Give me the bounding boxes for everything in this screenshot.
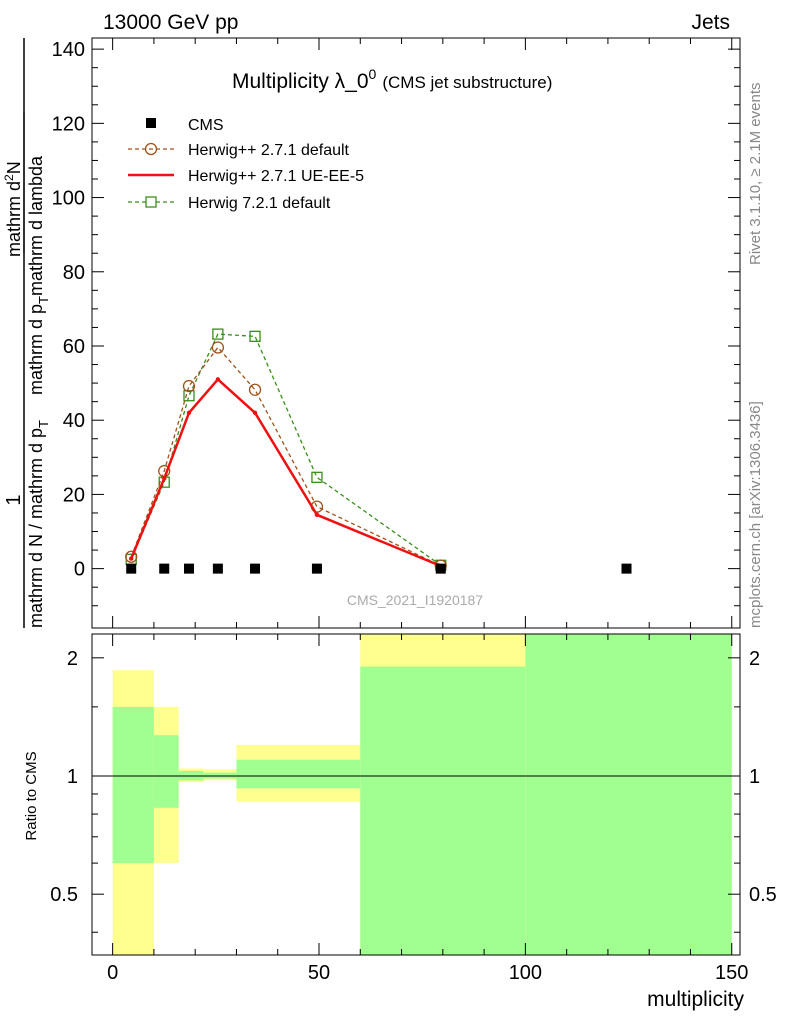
data-point-herwig-pp-ueee5 [215,377,221,382]
ratio-band-stat [112,706,154,864]
y-label-inner-denominator: mathrm d pTmathrm d lambda [26,155,51,395]
main-x-ticks [112,38,733,628]
y-tick-label: 0 [74,559,85,581]
ratio-bands [112,634,732,955]
ratio-y-tick-label-right: 0.5 [749,884,777,906]
y-label-den-text: mathrm d N / mathrm d p [26,428,46,628]
ratio-y-tick-label-right: 2 [749,648,760,670]
ratio-y-tick-label: 2 [67,648,78,670]
ratio-y-tick-label: 0.5 [50,884,78,906]
data-point-cms [311,563,322,574]
data-point-herwig-pp-ueee5 [162,476,167,481]
y-label-inner-num-sup: 2 [2,174,16,181]
main-panel: 0 20 40 60 80 100 120 140 CMS_2021_I1920187 Mul… [52,37,741,629]
ratio-y-tick-label-right: 1 [749,766,760,788]
ratio-axis-label: Ratio to CMS [23,751,40,840]
legend-marker-herwig72 [145,196,157,208]
data-point-herwig-pp-ueee5 [314,512,320,518]
y-label-inner-den-b: mathrm d lambda [26,155,46,296]
ratio-x-ticks: 0 50 100 150 [107,634,748,984]
header-energy-label: 13000 GeV pp [103,11,238,34]
series-line-herwig72 [130,333,442,566]
x-tick-label: 100 [509,962,542,984]
y-tick-label: 120 [52,113,85,135]
legend-label-herwig72: Herwig 7.2.1 default [188,195,331,212]
legend-marker-herwig-pp-default [144,142,158,156]
y-tick-label: 40 [63,410,85,432]
data-point-herwig-pp-ueee5 [186,410,192,415]
y-tick-label: 20 [63,484,85,506]
data-point-herwig72 [249,330,261,342]
series-line-herwig-pp-ueee5 [130,377,442,568]
legend-label-cms: CMS [188,117,224,134]
ratio-band-stat [236,759,361,789]
y-tick-label: 80 [63,262,85,284]
y-label-numerator: 1 [3,494,25,505]
main-series [125,328,632,574]
data-point-herwig72 [212,328,224,340]
data-point-cms [126,563,137,574]
ratio-band-stat [153,735,179,808]
main-y-ticks: 0 20 40 60 80 100 120 140 [52,39,740,607]
data-point-herwig-pp-default [182,379,196,393]
data-point-cms [250,563,261,574]
data-point-cms [621,563,632,574]
ratio-y-ticks: 0.5 0.5 1 1 2 2 [50,648,777,933]
chart-title-main: Multiplicity λ_0 [232,70,369,93]
x-tick-label: 150 [715,962,748,984]
y-tick-label: 60 [63,336,85,358]
data-point-herwig-pp-ueee5 [252,410,258,415]
data-point-cms [183,563,194,574]
data-point-cms [435,563,446,574]
legend-label-herwig-pp-ueee5: Herwig++ 2.7.1 UE-EE-5 [188,168,364,185]
main-panel-frame [91,37,741,629]
header-jets-label: Jets [691,11,730,34]
y-axis-label: 1 mathrm d N / mathrm d pT mathrm d2N ma… [2,38,51,628]
ratio-panel-frame [91,633,741,956]
data-point-herwig-pp-default [248,383,262,396]
chart-title-sub: (CMS jet substructure) [382,73,552,92]
source-label: mcplots.cern.ch [arXiv:1306.3436] [747,401,764,628]
legend-label-herwig-pp-default: Herwig++ 2.7.1 default [188,142,350,159]
ratio-band-stat [360,666,526,955]
ratio-y-tick-label: 1 [67,766,78,788]
y-label-inner-den-a: mathrm d p [26,304,46,395]
data-point-cms [159,563,170,574]
y-label-inner-num-tail: N [4,161,24,174]
watermark: CMS_2021_I1920187 [347,592,483,608]
y-label-denominator: mathrm d N / mathrm d pT [26,420,51,628]
y-tick-label: 100 [52,188,85,210]
ratio-panel: 0.5 0.5 1 1 2 2 0 50 100 150 [50,633,777,984]
data-point-herwig-pp-default [211,341,225,354]
data-point-cms [212,563,223,574]
chart-title-sup: 0 [369,66,377,82]
x-tick-label: 0 [107,962,118,984]
x-axis-label: multiplicity [647,988,744,1011]
data-point-herwig-pp-ueee5 [129,556,134,561]
rivet-version-label: Rivet 3.1.10, ≥ 2.1M events [747,83,764,266]
y-label-inner-num-text: mathrm d [4,181,24,257]
y-tick-label: 140 [52,39,85,61]
data-point-herwig-pp-default [125,550,138,563]
legend: CMS Herwig++ 2.7.1 default Herwig++ 2.7.… [128,117,364,212]
data-point-herwig72 [183,390,195,402]
data-point-herwig72 [311,471,323,483]
x-tick-label: 50 [308,962,330,984]
ratio-band-stat [525,634,732,955]
legend-marker-cms [146,118,156,128]
chart-title: Multiplicity λ_00 (CMS jet substructure) [232,66,552,93]
y-label-inner-numerator: mathrm d2N [2,161,24,257]
y-label-inner-den-sub: T [36,296,51,304]
y-label-den-sub: T [36,420,51,428]
series-line-herwig-pp-default [130,346,442,567]
